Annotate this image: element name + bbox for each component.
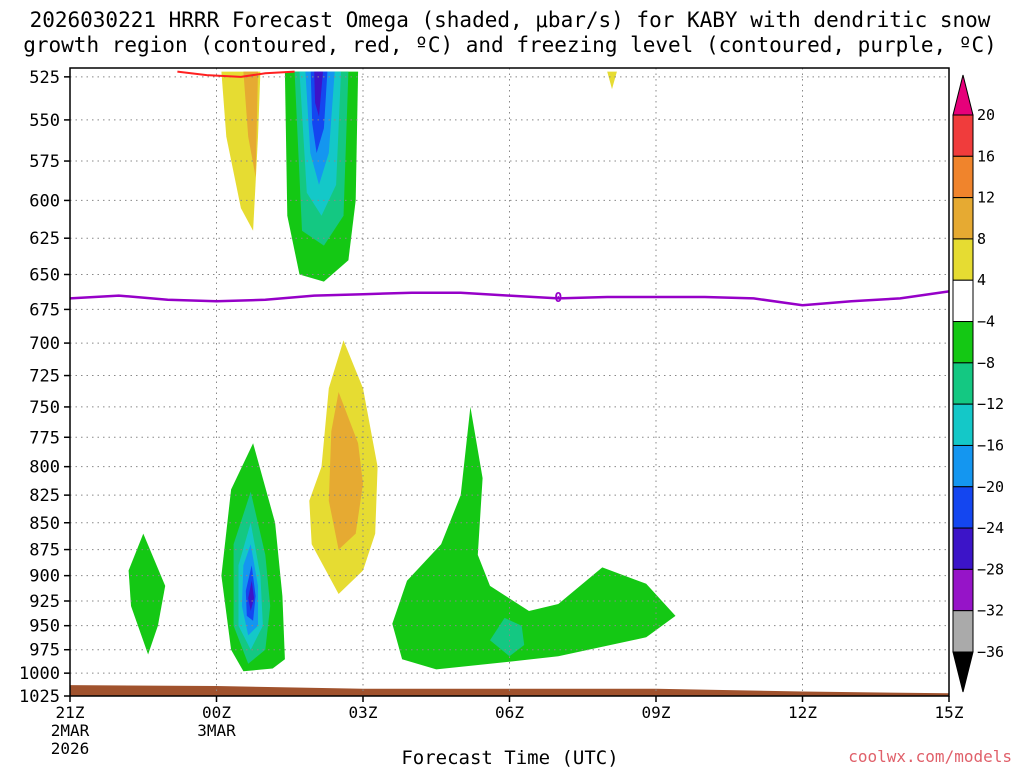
y-tick-label-800: 800 [29, 458, 60, 478]
y-tick-label-550: 550 [29, 111, 60, 131]
y-tick-label-925: 925 [29, 592, 60, 612]
colorbar-label-10: −24 [977, 519, 1004, 537]
colorbar-box-8 [952, 403, 974, 446]
x-tick-label-12Z: 12Z [788, 703, 817, 722]
colorbar-box-9 [952, 444, 974, 488]
x-tick-label-06Z: 06Z [495, 703, 524, 722]
colorbar-label-9: −20 [977, 478, 1004, 496]
x-tick-sublabel-21Z: 2MAR [51, 721, 90, 740]
x-tick-label-15Z: 15Z [935, 703, 964, 722]
colorbar-label-6: −8 [977, 354, 995, 372]
colorbar-box-13 [952, 610, 974, 653]
x-axis-label: Forecast Time (UTC) [401, 747, 618, 768]
x-tick-label-00Z: 00Z [202, 703, 231, 722]
y-tick-label-875: 875 [29, 541, 60, 561]
y-tick-label-975: 975 [29, 641, 60, 661]
colorbar: 20 16 12 8 4 −4 −8 −12 −16 −20 −24 −28 −32 −36 [952, 74, 1004, 693]
y-tick-label-1025: 1025 [19, 687, 60, 707]
omega-shading-layer [128, 71, 676, 672]
colorbar-box-2 [952, 155, 974, 199]
colorbar-box-10 [952, 486, 974, 529]
y-tick-label-575: 575 [29, 152, 60, 172]
x-tick-label-09Z: 09Z [642, 703, 671, 722]
colorbar-bottom-arrow [952, 651, 974, 693]
y-tick-label-1000: 1000 [19, 664, 60, 684]
colorbar-label-5: −4 [977, 313, 995, 331]
colorbar-label-13: −36 [977, 643, 1004, 661]
y-tick-label-775: 775 [29, 428, 60, 448]
lower-right-negative-omega-core [490, 617, 525, 657]
y-tick-label-750: 750 [29, 398, 60, 418]
y-tick-label-950: 950 [29, 617, 60, 637]
colorbar-label-7: −12 [977, 395, 1004, 413]
left-negative-omega [128, 533, 166, 655]
colorbar-box-3 [952, 197, 974, 240]
center-negative-omega-core [248, 580, 255, 611]
colorbar-box-7 [952, 362, 974, 405]
y-tick-label-600: 600 [29, 191, 60, 211]
chart-title-line-1: 2026030221 HRRR Forecast Omega (shaded, … [30, 8, 991, 32]
x-tick-sublabel-00Z: 3MAR [197, 721, 236, 740]
colorbar-label-0: 20 [977, 106, 995, 124]
y-axis: 525 550 575 600 625 650 675 700 725 750 775 800 825 8… [19, 68, 70, 707]
x-tick-label-03Z: 03Z [349, 703, 378, 722]
y-tick-label-700: 700 [29, 334, 60, 354]
lower-right-negative-omega [392, 406, 676, 670]
colorbar-top-arrow [952, 74, 974, 116]
colorbar-label-12: −32 [977, 602, 1004, 620]
colorbar-box-5 [952, 279, 974, 323]
x-tick-label-21Z: 21Z [56, 703, 85, 722]
y-tick-label-850: 850 [29, 514, 60, 534]
y-tick-label-525: 525 [29, 68, 60, 88]
dgz-contour [177, 70, 295, 78]
colorbar-label-1: 16 [977, 147, 995, 165]
x-tick-year-21Z: 2026 [51, 739, 90, 758]
colorbar-box-12 [952, 568, 974, 612]
colorbar-label-3: 8 [977, 230, 986, 248]
freezing-level-contour [69, 290, 950, 307]
colorbar-box-1 [952, 114, 974, 157]
colorbar-label-2: 12 [977, 189, 995, 207]
small-positive-omega [607, 71, 617, 90]
colorbar-label-11: −28 [977, 560, 1004, 578]
y-tick-label-675: 675 [29, 300, 60, 320]
y-tick-label-900: 900 [29, 567, 60, 587]
chart-title-line-2: growth region (contoured, red, ºC) and f… [23, 33, 997, 57]
grid-lines [69, 68, 950, 697]
y-tick-label-725: 725 [29, 367, 60, 387]
mid-positive-omega-core [328, 392, 363, 550]
colorbar-box-11 [952, 527, 974, 570]
freezing-level-label: 0 [554, 291, 562, 306]
y-tick-label-825: 825 [29, 486, 60, 506]
credit-text: coolwx.com/models [848, 747, 1012, 766]
colorbar-box-6 [952, 321, 974, 364]
colorbar-label-4: 4 [977, 271, 986, 289]
upper-positive-omega-core [243, 71, 258, 177]
contour-lines-layer: 0 [69, 70, 950, 307]
colorbar-label-8: −16 [977, 436, 1004, 454]
y-tick-label-625: 625 [29, 229, 60, 249]
colorbar-box-4 [952, 238, 974, 281]
upper-negative-omega-core [314, 71, 323, 117]
y-tick-label-650: 650 [29, 265, 60, 285]
